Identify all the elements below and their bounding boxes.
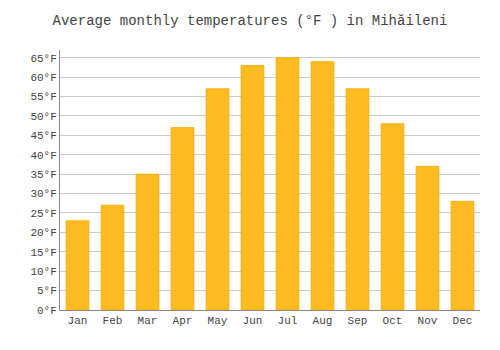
svg-text:65°F: 65°F bbox=[30, 53, 56, 65]
svg-text:5°F: 5°F bbox=[37, 285, 57, 297]
svg-text:Feb: Feb bbox=[103, 315, 123, 327]
svg-text:35°F: 35°F bbox=[30, 169, 56, 181]
svg-text:Oct: Oct bbox=[383, 315, 403, 327]
svg-text:Jun: Jun bbox=[243, 315, 263, 327]
svg-text:Jan: Jan bbox=[68, 315, 88, 327]
svg-text:25°F: 25°F bbox=[30, 208, 56, 220]
svg-text:15°F: 15°F bbox=[30, 247, 56, 259]
svg-text:Nov: Nov bbox=[418, 315, 438, 327]
svg-text:Jul: Jul bbox=[278, 315, 298, 327]
svg-text:Aug: Aug bbox=[313, 315, 333, 327]
svg-text:40°F: 40°F bbox=[30, 150, 56, 162]
svg-text:Dec: Dec bbox=[453, 315, 473, 327]
svg-text:45°F: 45°F bbox=[30, 130, 56, 142]
svg-text:Mar: Mar bbox=[138, 315, 158, 327]
svg-text:Sep: Sep bbox=[348, 315, 368, 327]
svg-text:55°F: 55°F bbox=[30, 91, 56, 103]
svg-text:10°F: 10°F bbox=[30, 266, 56, 278]
svg-text:20°F: 20°F bbox=[30, 227, 56, 239]
svg-text:60°F: 60°F bbox=[30, 72, 56, 84]
svg-text:0°F: 0°F bbox=[37, 305, 57, 317]
svg-text:May: May bbox=[208, 315, 228, 327]
svg-text:30°F: 30°F bbox=[30, 188, 56, 200]
svg-text:Average monthly temperatures (: Average monthly temperatures (°F ) in Mi… bbox=[53, 13, 448, 29]
svg-text:Apr: Apr bbox=[173, 315, 193, 327]
svg-text:50°F: 50°F bbox=[30, 111, 56, 123]
